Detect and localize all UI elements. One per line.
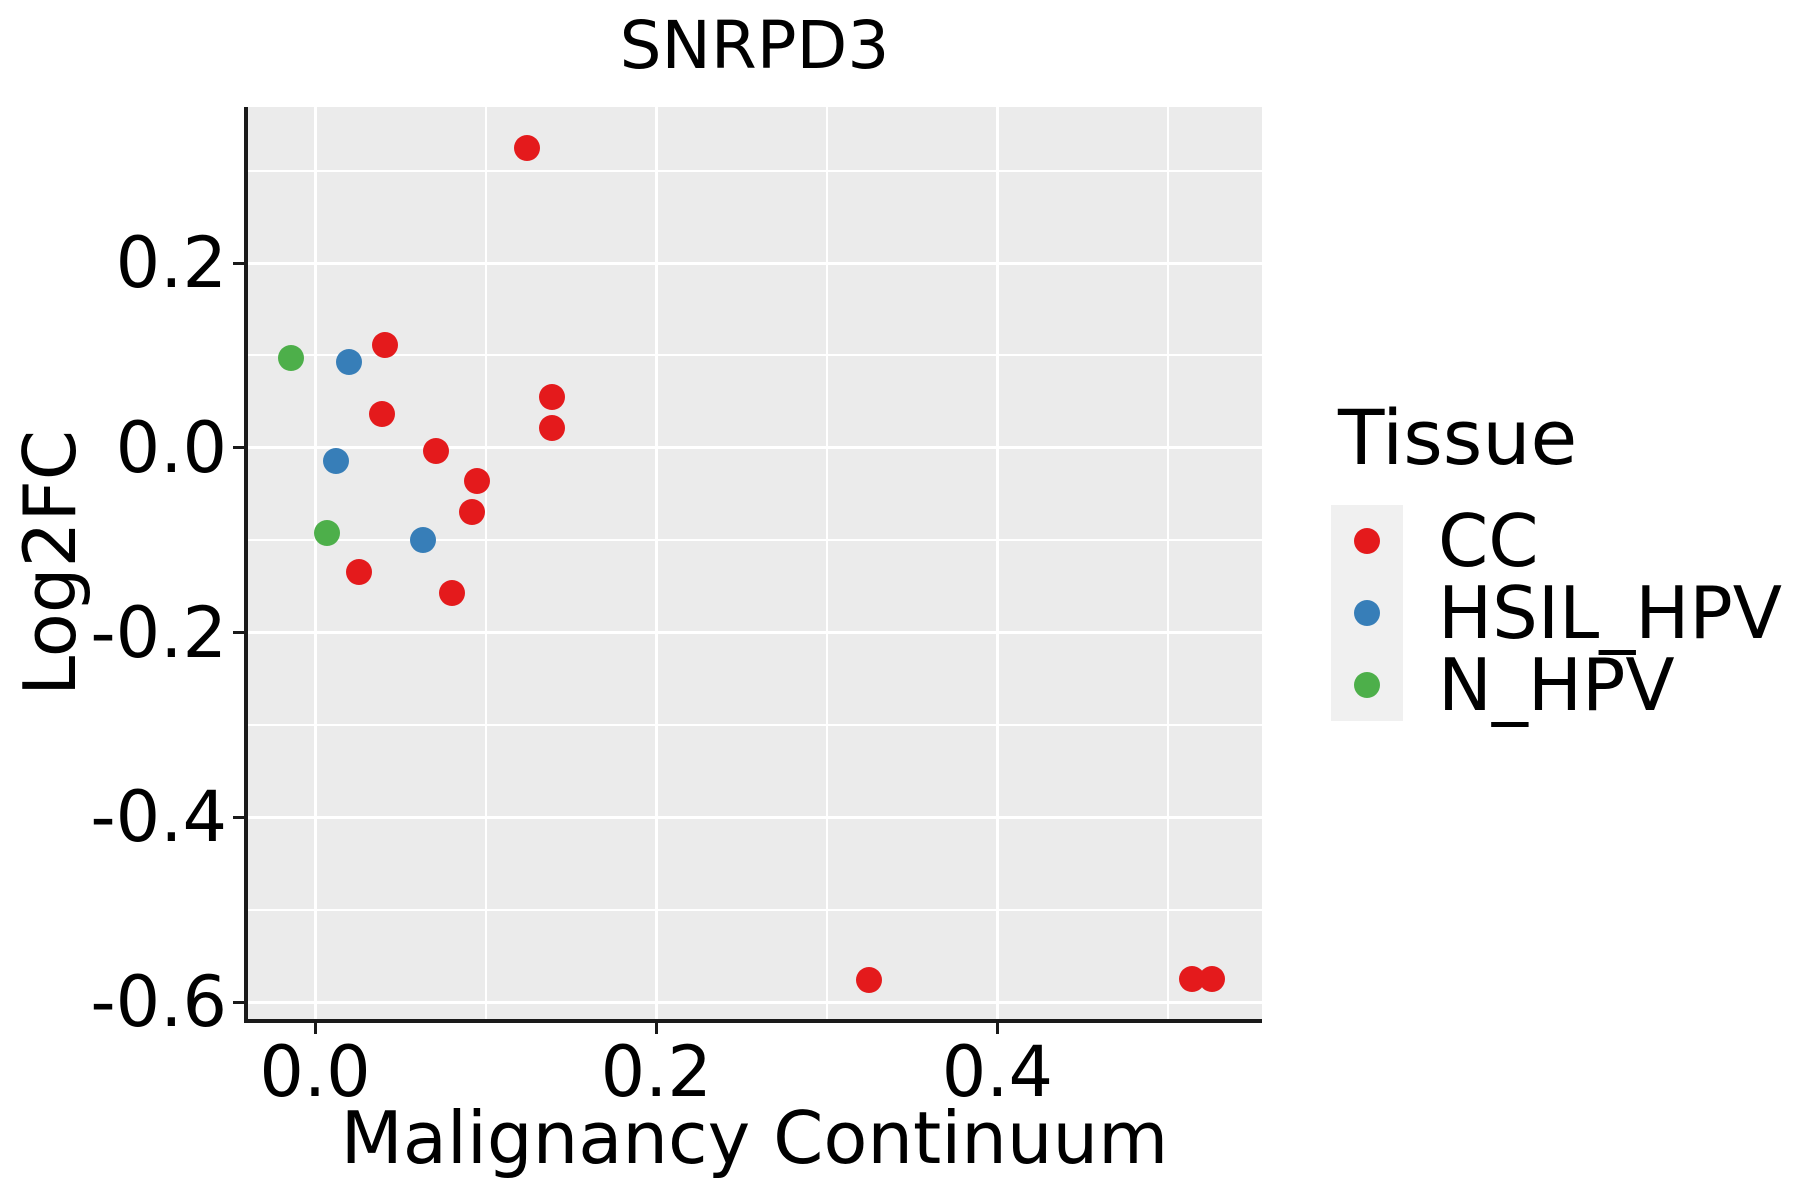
data-point-CC	[539, 415, 566, 442]
minor-gridline-horizontal	[247, 908, 1262, 911]
major-gridline-vertical	[995, 107, 999, 1019]
chart-title: SNRPD3	[619, 7, 890, 84]
y-axis-title: Log2FC	[8, 429, 92, 697]
minor-gridline-vertical	[1167, 107, 1169, 1019]
data-point-CC	[856, 966, 883, 993]
x-tick-label: 0.2	[600, 1031, 712, 1113]
x-tick-mark	[654, 1023, 658, 1034]
major-gridline-vertical	[313, 107, 317, 1019]
data-point-CC	[464, 468, 491, 495]
data-point-CC	[438, 579, 465, 606]
data-point-HSIL_HPV	[322, 447, 349, 474]
minor-gridline-vertical	[484, 107, 487, 1019]
major-gridline-horizontal	[247, 631, 1262, 634]
y-tick-mark	[233, 261, 244, 265]
minor-gridline-vertical	[825, 107, 828, 1019]
x-axis-line	[244, 1019, 1262, 1023]
legend-key-N_HPV	[1331, 649, 1403, 721]
legend-label-CC: CC	[1438, 499, 1539, 583]
y-tick-mark	[233, 1000, 244, 1004]
y-axis-line	[244, 107, 248, 1023]
data-point-CC	[372, 332, 398, 359]
y-tick-label: 0.2	[115, 222, 227, 305]
y-tick-label: 0.0	[115, 406, 227, 489]
y-tick-mark	[233, 631, 244, 634]
x-tick-mark	[995, 1023, 999, 1034]
data-point-CC	[513, 134, 540, 161]
minor-gridline-horizontal	[247, 723, 1262, 726]
y-tick-mark	[233, 815, 244, 819]
minor-gridline-horizontal	[247, 354, 1262, 357]
legend-label-HSIL_HPV: HSIL_HPV	[1438, 571, 1783, 655]
data-point-N_HPV	[278, 345, 305, 372]
minor-gridline-horizontal	[247, 169, 1262, 172]
legend-title: Tissue	[1338, 393, 1578, 482]
data-point-N_HPV	[314, 519, 340, 546]
legend-dot-CC	[1354, 528, 1380, 554]
legend-dot-N_HPV	[1354, 672, 1380, 698]
data-point-HSIL_HPV	[409, 527, 436, 554]
x-tick-label: 0.4	[941, 1031, 1054, 1113]
data-point-CC	[346, 558, 373, 585]
data-point-CC	[459, 499, 485, 526]
legend-dot-HSIL_HPV	[1354, 600, 1380, 626]
major-gridline-horizontal	[247, 446, 1262, 450]
legend-key-CC	[1331, 505, 1403, 577]
data-point-HSIL_HPV	[336, 348, 363, 375]
minor-gridline-horizontal	[247, 539, 1262, 542]
y-tick-label: -0.2	[90, 591, 227, 674]
major-gridline-horizontal	[247, 261, 1262, 265]
major-gridline-horizontal	[247, 815, 1262, 819]
x-tick-mark	[313, 1023, 317, 1034]
legend-key-HSIL_HPV	[1331, 577, 1403, 649]
plot-panel	[247, 107, 1262, 1019]
data-point-CC	[368, 400, 395, 427]
major-gridline-horizontal	[247, 1000, 1262, 1004]
major-gridline-vertical	[654, 107, 658, 1019]
data-point-CC	[423, 438, 450, 465]
x-axis-title: Malignancy Continuum	[340, 1096, 1169, 1180]
legend-label-N_HPV: N_HPV	[1438, 643, 1675, 727]
x-tick-label: 0.0	[259, 1031, 371, 1113]
y-tick-mark	[233, 446, 244, 450]
y-tick-label: -0.6	[90, 961, 227, 1043]
y-tick-label: -0.4	[90, 776, 227, 859]
data-point-CC	[539, 383, 566, 410]
data-point-CC	[1199, 965, 1226, 992]
